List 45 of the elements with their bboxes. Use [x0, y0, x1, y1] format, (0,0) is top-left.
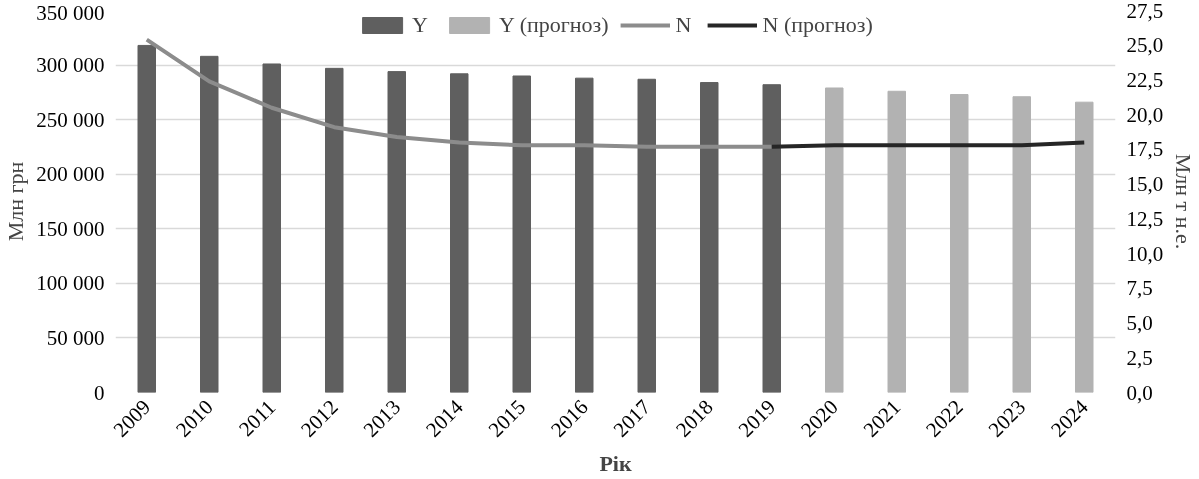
bar	[450, 73, 469, 393]
bar	[325, 67, 344, 393]
bar	[825, 87, 844, 393]
y2-tick-label: 0,0	[1126, 380, 1153, 405]
bar	[1012, 96, 1031, 393]
bar	[137, 44, 156, 393]
legend-label: N	[675, 12, 693, 38]
y2-tick-label: 20,0	[1126, 102, 1164, 127]
y-tick-label: 250 000	[36, 107, 105, 132]
bar	[200, 55, 219, 393]
bar	[575, 77, 594, 393]
y2-tick-label: 10,0	[1126, 241, 1164, 266]
y-tick-label: 350 000	[36, 0, 105, 25]
y-tick-label: 200 000	[36, 162, 105, 187]
y-tick-label: 300 000	[36, 53, 105, 78]
legend-label: Y	[412, 12, 429, 38]
y-tick-label: 100 000	[36, 271, 105, 296]
y2-tick-label: 12,5	[1126, 206, 1164, 231]
bar	[262, 63, 281, 393]
y-tick-label: 0	[94, 380, 105, 405]
y-axis-title: Млн грн	[3, 161, 29, 242]
legend-label: N (прогноз)	[762, 12, 873, 38]
line-series	[144, 37, 774, 149]
y-tick-label: 50 000	[46, 325, 105, 350]
y2-tick-label: 22,5	[1126, 67, 1164, 92]
legend-label: Y (прогноз)	[499, 12, 609, 38]
x-axis-title: Рік	[599, 451, 632, 477]
bar	[887, 90, 906, 393]
bar	[637, 78, 656, 393]
bar	[950, 94, 969, 393]
y2-tick-label: 15,0	[1126, 172, 1164, 197]
bar	[1075, 101, 1094, 393]
y2-tick-label: 7,5	[1126, 276, 1153, 301]
bar	[512, 75, 531, 393]
y2-tick-label: 27,5	[1126, 0, 1164, 23]
bar	[387, 71, 406, 393]
y2-axis-title: Млн т н.е.	[1171, 153, 1197, 250]
y2-tick-label: 5,0	[1126, 311, 1153, 336]
y2-tick-label: 25,0	[1126, 33, 1164, 58]
x-tick-label: 2011	[234, 395, 281, 442]
bar	[700, 82, 719, 393]
y2-tick-label: 2,5	[1126, 345, 1153, 370]
y2-tick-label: 17,5	[1126, 137, 1164, 162]
bar	[762, 84, 781, 393]
y-tick-label: 150 000	[36, 216, 105, 241]
